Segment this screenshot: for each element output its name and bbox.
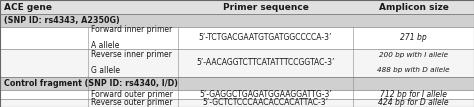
- Text: 271 bp: 271 bp: [400, 33, 427, 42]
- Text: G allele: G allele: [91, 66, 120, 75]
- Text: Amplicon size: Amplicon size: [379, 3, 448, 12]
- Bar: [0, 14, 474, 27]
- Text: 5’-TCTGACGAATGTGATGGCCCCA-3’: 5’-TCTGACGAATGTGATGGCCCCA-3’: [199, 33, 332, 42]
- Text: Forward outer primer: Forward outer primer: [91, 90, 173, 99]
- Text: A allele: A allele: [91, 41, 120, 50]
- Text: (SNP ID: rs4343, A2350G): (SNP ID: rs4343, A2350G): [4, 16, 119, 25]
- Bar: [0, 27, 474, 49]
- Text: 488 bp with D allele: 488 bp with D allele: [377, 67, 450, 73]
- Bar: [0, 99, 474, 107]
- Bar: [0, 77, 474, 90]
- Text: ACE gene: ACE gene: [4, 3, 52, 12]
- Text: 424 bp for D allele: 424 bp for D allele: [378, 98, 449, 107]
- Text: 5’-AACAGGTCTTCATATTTCCGGTAC-3’: 5’-AACAGGTCTTCATATTTCCGGTAC-3’: [196, 58, 335, 67]
- Text: Control fragment (SNP ID: rs4340, I/D): Control fragment (SNP ID: rs4340, I/D): [4, 79, 178, 88]
- Bar: [0, 0, 474, 14]
- Text: 712 bp for I allele: 712 bp for I allele: [380, 90, 447, 99]
- Text: 200 bp with I allele: 200 bp with I allele: [379, 52, 448, 58]
- Text: Forward inner primer: Forward inner primer: [91, 25, 173, 34]
- Text: 5’-GCTCTCCCAACACCACATTAC-3’: 5’-GCTCTCCCAACACCACATTAC-3’: [202, 98, 328, 107]
- Text: Reverse inner primer: Reverse inner primer: [91, 50, 173, 59]
- Bar: [0, 49, 474, 77]
- Text: 5’-GAGGCTGAGATGGAAGGATTG-3’: 5’-GAGGCTGAGATGGAAGGATTG-3’: [199, 90, 332, 99]
- Text: Reverse outer primer: Reverse outer primer: [91, 98, 173, 107]
- Text: Primer sequence: Primer sequence: [222, 3, 309, 12]
- Bar: [0, 90, 474, 99]
